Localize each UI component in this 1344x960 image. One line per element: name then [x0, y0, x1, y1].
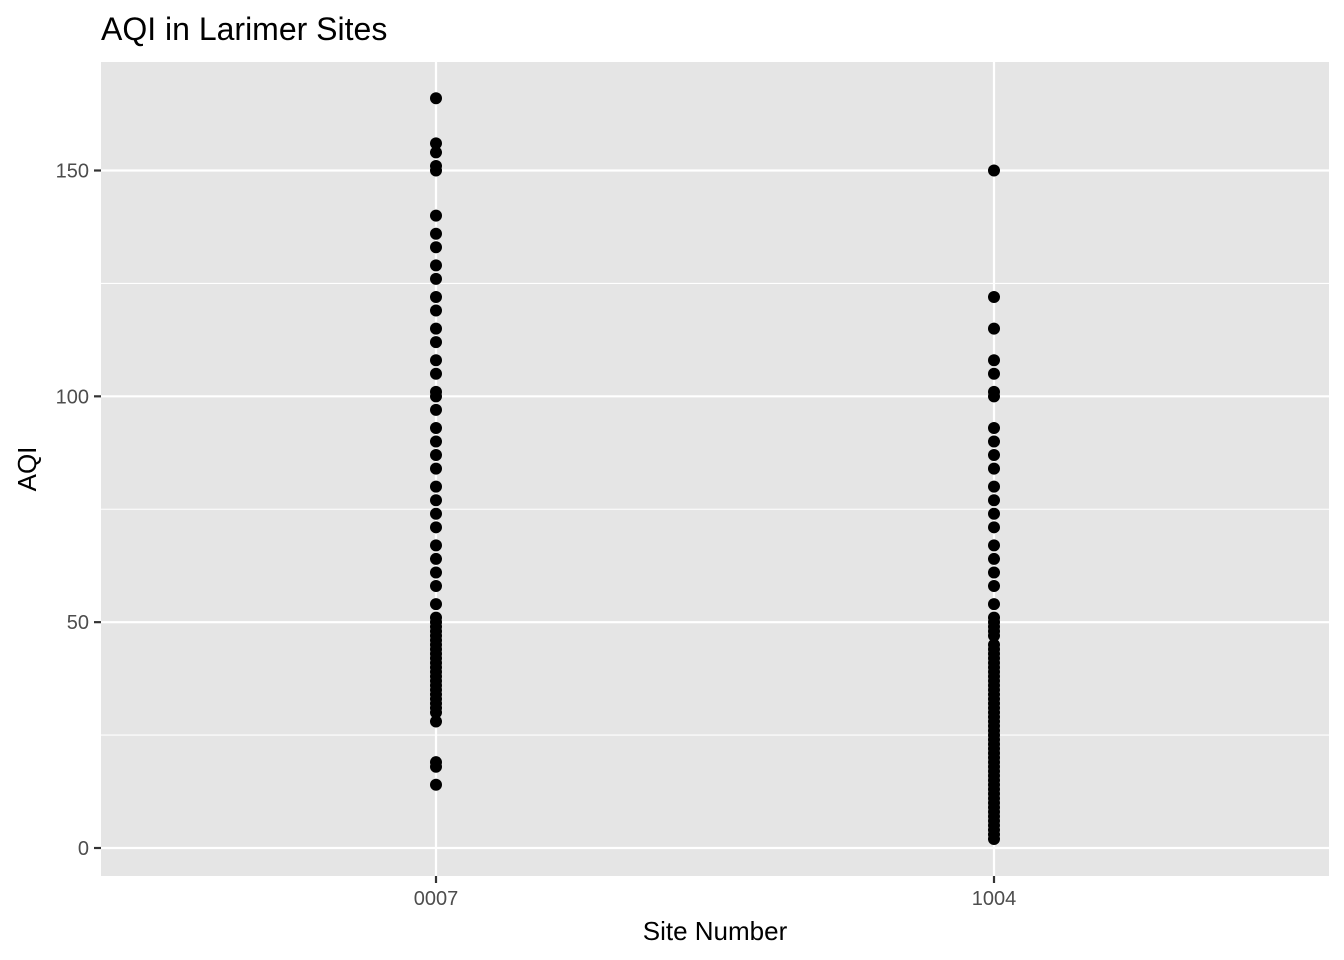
data-point: [430, 421, 442, 434]
y-tick-label: 150: [56, 161, 89, 183]
data-point: [430, 715, 442, 728]
data-point: [430, 494, 442, 507]
data-point: [988, 164, 1000, 177]
data-point: [430, 304, 442, 317]
data-point: [430, 403, 442, 416]
data-point: [988, 552, 1000, 565]
data-point: [988, 435, 1000, 448]
data-point: [430, 521, 442, 534]
data-point: [430, 241, 442, 254]
data-point: [988, 629, 1000, 642]
data-point: [430, 92, 442, 105]
data-point: [988, 580, 1000, 593]
data-point: [988, 390, 1000, 403]
x-axis-title: Site Number: [643, 916, 788, 946]
data-point: [988, 494, 1000, 507]
x-tick-label: 0007: [414, 888, 459, 910]
data-point: [430, 552, 442, 565]
data-point: [430, 290, 442, 303]
data-point: [988, 566, 1000, 579]
data-point: [430, 146, 442, 159]
data-point: [988, 322, 1000, 335]
data-point: [988, 367, 1000, 380]
data-point: [430, 480, 442, 493]
y-tick-label: 50: [67, 612, 89, 634]
data-point: [430, 778, 442, 791]
y-tick-label: 0: [78, 838, 89, 860]
data-point: [430, 336, 442, 349]
x-tick-label: 1004: [972, 888, 1017, 910]
data-point: [430, 566, 442, 579]
y-axis: 0 50 100 150: [56, 161, 101, 860]
data-point: [988, 507, 1000, 520]
data-point: [988, 449, 1000, 462]
data-point: [430, 164, 442, 177]
plot-panel: [101, 62, 1329, 876]
data-point: [430, 435, 442, 448]
data-point: [430, 367, 442, 380]
data-point: [988, 462, 1000, 475]
data-point: [988, 832, 1000, 845]
data-point: [430, 259, 442, 272]
x-axis: 0007 1004: [414, 876, 1017, 910]
data-point: [988, 598, 1000, 611]
data-point: [430, 137, 442, 150]
data-point: [988, 521, 1000, 534]
data-point: [430, 390, 442, 403]
data-point: [430, 227, 442, 240]
data-point: [430, 580, 442, 593]
data-point: [430, 507, 442, 520]
data-point: [430, 598, 442, 611]
data-point: [430, 760, 442, 773]
data-point: [430, 462, 442, 475]
data-point: [988, 480, 1000, 493]
y-tick-label: 100: [56, 386, 89, 408]
data-point: [430, 706, 442, 719]
data-point: [988, 421, 1000, 434]
data-point: [430, 272, 442, 285]
points-layer: [430, 92, 1000, 845]
data-point: [430, 354, 442, 367]
data-point: [988, 354, 1000, 367]
data-point: [430, 449, 442, 462]
data-point: [430, 539, 442, 552]
y-axis-title: AQI: [12, 447, 42, 492]
data-point: [988, 539, 1000, 552]
chart-title: AQI in Larimer Sites: [101, 11, 387, 47]
data-point: [430, 322, 442, 335]
data-point: [988, 290, 1000, 303]
data-point: [430, 209, 442, 222]
